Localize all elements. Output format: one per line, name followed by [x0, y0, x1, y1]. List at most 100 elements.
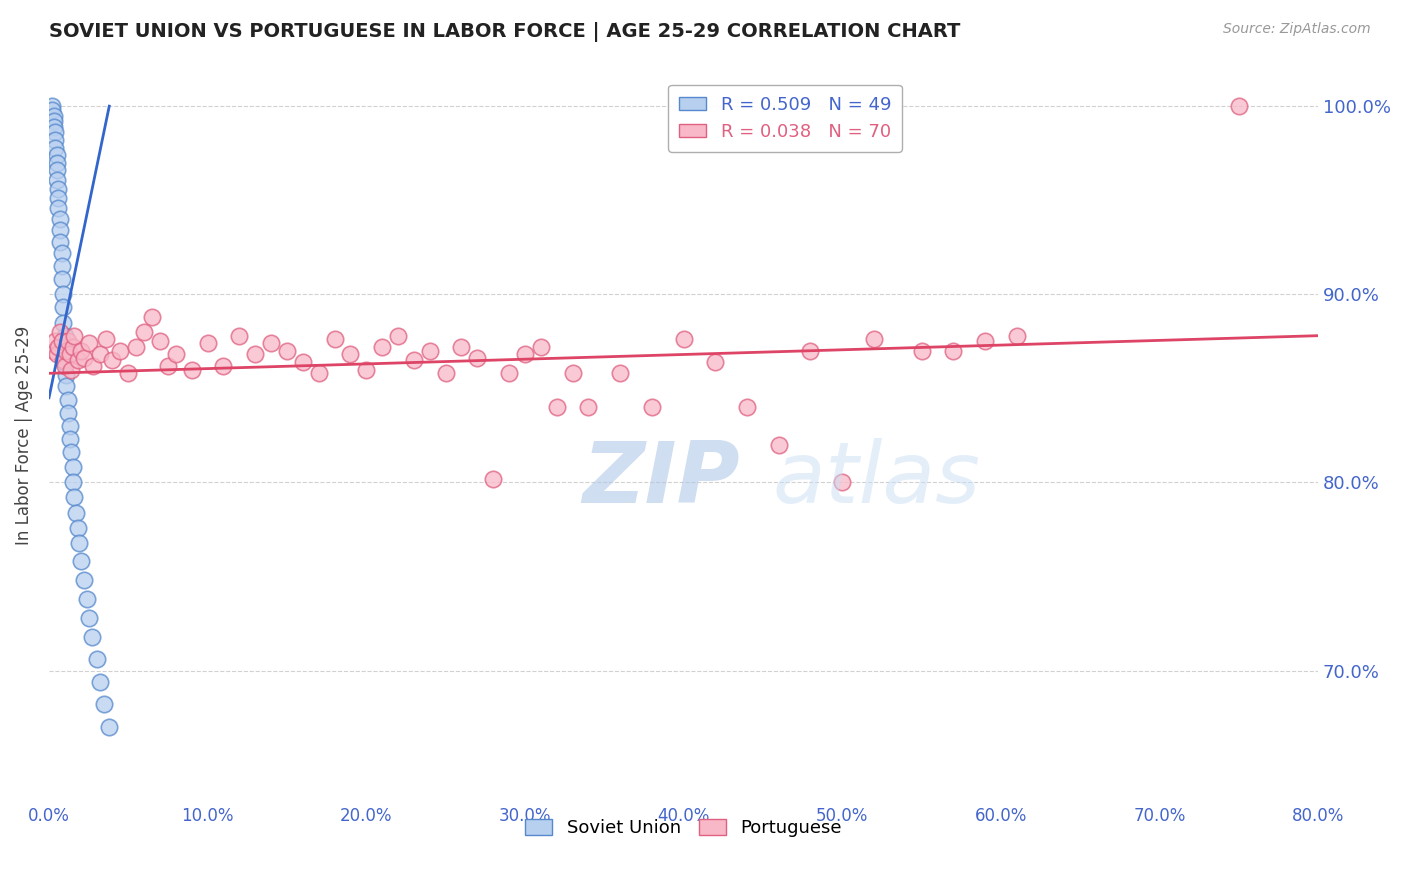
- Point: [77, 611, 100, 625]
- Point: [180, 362, 202, 376]
- Point: [48, 340, 70, 354]
- Point: [465, 351, 488, 366]
- Point: [60, 445, 83, 459]
- Point: [546, 400, 568, 414]
- Point: [42, 114, 65, 128]
- Point: [291, 355, 314, 369]
- Point: [245, 347, 267, 361]
- Point: [73, 351, 96, 366]
- Point: [53, 359, 76, 373]
- Point: [49, 212, 72, 227]
- Point: [77, 336, 100, 351]
- Point: [212, 359, 235, 373]
- Point: [51, 259, 73, 273]
- Point: [165, 347, 187, 361]
- Point: [53, 328, 76, 343]
- Point: [799, 343, 821, 358]
- Point: [42, 120, 65, 134]
- Point: [48, 182, 70, 196]
- Point: [45, 347, 67, 361]
- Point: [62, 460, 84, 475]
- Point: [1005, 328, 1028, 343]
- Y-axis label: In Labor Force | Age 25-29: In Labor Force | Age 25-29: [15, 326, 32, 545]
- Point: [228, 328, 250, 343]
- Point: [42, 109, 65, 123]
- Point: [323, 333, 346, 347]
- Point: [48, 191, 70, 205]
- Text: Source: ZipAtlas.com: Source: ZipAtlas.com: [1223, 22, 1371, 37]
- Point: [86, 652, 108, 666]
- Point: [51, 334, 73, 349]
- Text: atlas: atlas: [772, 438, 980, 521]
- Point: [863, 333, 886, 347]
- Point: [58, 347, 80, 361]
- Point: [51, 272, 73, 286]
- Point: [93, 698, 115, 712]
- Point: [641, 400, 664, 414]
- Legend: Soviet Union, Portuguese: Soviet Union, Portuguese: [517, 812, 849, 845]
- Point: [356, 362, 378, 376]
- Point: [58, 419, 80, 434]
- Point: [735, 400, 758, 414]
- Point: [63, 328, 86, 343]
- Point: [55, 368, 77, 383]
- Point: [387, 328, 409, 343]
- Point: [1227, 99, 1250, 113]
- Point: [45, 172, 67, 186]
- Point: [101, 353, 124, 368]
- Point: [58, 432, 80, 446]
- Point: [45, 163, 67, 178]
- Point: [67, 535, 90, 549]
- Point: [55, 343, 77, 358]
- Point: [49, 235, 72, 249]
- Point: [768, 438, 790, 452]
- Point: [41, 103, 63, 117]
- Point: [42, 343, 65, 358]
- Point: [73, 574, 96, 588]
- Point: [44, 133, 66, 147]
- Point: [402, 353, 425, 368]
- Point: [134, 325, 156, 339]
- Point: [576, 400, 599, 414]
- Point: [44, 140, 66, 154]
- Point: [76, 592, 98, 607]
- Point: [910, 343, 932, 358]
- Point: [49, 325, 72, 339]
- Point: [49, 223, 72, 237]
- Point: [609, 367, 631, 381]
- Point: [371, 340, 394, 354]
- Point: [704, 355, 727, 369]
- Text: ZIP: ZIP: [582, 438, 740, 521]
- Point: [44, 126, 66, 140]
- Point: [125, 340, 148, 354]
- Point: [89, 674, 111, 689]
- Point: [52, 287, 75, 301]
- Point: [89, 347, 111, 361]
- Point: [94, 333, 117, 347]
- Point: [149, 334, 172, 349]
- Point: [48, 201, 70, 215]
- Point: [52, 301, 75, 315]
- Point: [45, 148, 67, 162]
- Point: [419, 343, 441, 358]
- Point: [498, 367, 520, 381]
- Point: [513, 347, 536, 361]
- Point: [141, 310, 163, 324]
- Point: [56, 406, 79, 420]
- Point: [82, 359, 104, 373]
- Point: [56, 392, 79, 407]
- Point: [63, 491, 86, 505]
- Point: [276, 343, 298, 358]
- Point: [55, 379, 77, 393]
- Point: [62, 340, 84, 354]
- Point: [672, 333, 695, 347]
- Point: [974, 334, 997, 349]
- Point: [308, 367, 330, 381]
- Point: [156, 359, 179, 373]
- Point: [52, 316, 75, 330]
- Point: [530, 340, 553, 354]
- Point: [69, 343, 91, 358]
- Point: [51, 246, 73, 260]
- Point: [65, 506, 87, 520]
- Point: [450, 340, 472, 354]
